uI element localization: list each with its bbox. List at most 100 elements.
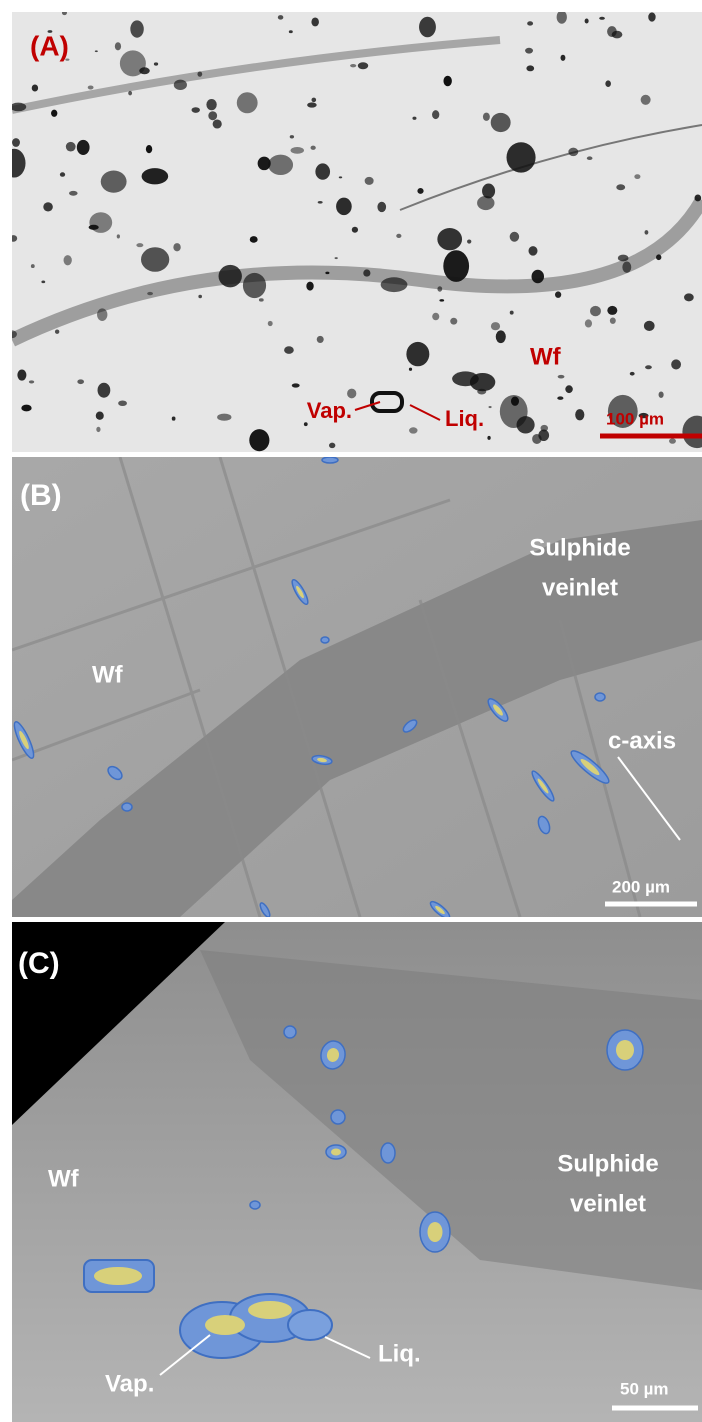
inclusion: [450, 318, 457, 325]
annotation: veinlet: [570, 1190, 646, 1217]
inclusion: [417, 188, 423, 194]
inclusion: [656, 254, 661, 260]
inclusion: [98, 383, 111, 398]
inclusion: [311, 98, 316, 103]
inclusion: [96, 427, 100, 432]
inclusion: [154, 62, 158, 65]
inclusion: [510, 311, 514, 315]
inclusion: [467, 240, 471, 244]
inclusion: [101, 171, 127, 193]
inclusion: [365, 177, 374, 185]
annotation: Vap.: [307, 398, 352, 423]
inclusion: [136, 243, 143, 247]
inclusion: [695, 194, 702, 201]
inclusion: [120, 50, 146, 76]
inclusion: [612, 31, 623, 39]
scale-bar-label: 200 µm: [612, 877, 670, 896]
inclusion: [645, 230, 649, 234]
inclusion: [118, 401, 127, 407]
inclusion: [278, 15, 284, 20]
inclusion: [17, 369, 26, 380]
inclusion: [585, 319, 592, 327]
inclusion: [128, 91, 132, 95]
inclusion: [358, 62, 368, 69]
inclusion: [321, 637, 329, 643]
vapour: [428, 1222, 443, 1242]
inclusion: [482, 184, 495, 199]
inclusion: [331, 1110, 345, 1124]
vapour: [331, 1149, 341, 1156]
inclusion: [381, 277, 408, 292]
inclusion: [527, 21, 533, 25]
inclusion: [437, 286, 442, 292]
inclusion: [237, 92, 258, 113]
inclusion: [141, 247, 169, 272]
vapour: [94, 1267, 142, 1285]
inclusion: [437, 228, 462, 250]
inclusion: [268, 155, 293, 175]
inclusion: [55, 329, 59, 333]
inclusion: [555, 291, 561, 298]
figure: (A) Wf Vap. Liq. 100 µm (B) Sulphide vei…: [0, 0, 702, 1422]
annotation: Wf: [48, 1165, 80, 1192]
annotation: Sulphide: [557, 1150, 658, 1177]
inclusion: [339, 176, 342, 178]
inclusion: [12, 138, 20, 147]
inclusion: [590, 306, 601, 316]
inclusion: [172, 416, 176, 420]
inclusion: [307, 102, 317, 107]
inclusion: [419, 17, 436, 38]
inclusion: [32, 84, 38, 91]
inclusion: [288, 1310, 332, 1340]
inclusion: [89, 212, 112, 233]
inclusion: [605, 80, 611, 87]
inclusion: [77, 140, 90, 155]
inclusion: [491, 113, 511, 132]
inclusion: [95, 50, 98, 52]
inclusion: [249, 429, 269, 451]
annotation: veinlet: [542, 574, 618, 601]
panel-a-background: [12, 12, 702, 452]
inclusion: [645, 365, 652, 369]
inclusion: [648, 12, 655, 21]
inclusion: [173, 243, 180, 251]
inclusion: [487, 436, 490, 440]
inclusion: [311, 17, 319, 26]
inclusion: [122, 803, 132, 811]
inclusion: [21, 405, 31, 412]
inclusion: [557, 396, 563, 400]
inclusion: [41, 281, 45, 284]
inclusion: [250, 1201, 260, 1209]
panel-a: (A) Wf Vap. Liq. 100 µm: [3, 10, 702, 452]
inclusion: [477, 389, 486, 395]
inclusion: [198, 295, 202, 298]
inclusion: [669, 438, 676, 443]
inclusion: [77, 379, 84, 384]
panel-b: (B) Sulphide veinlet Wf c-axis 200 µm: [11, 457, 702, 921]
inclusion: [311, 146, 316, 150]
inclusion: [115, 42, 121, 50]
inclusion: [66, 142, 76, 152]
inclusion: [284, 346, 294, 354]
annotation: Vap.: [105, 1370, 154, 1397]
annotation: Liq.: [445, 406, 484, 431]
inclusion: [51, 110, 57, 117]
inclusion: [587, 156, 593, 160]
inclusion: [558, 375, 565, 379]
inclusion: [219, 265, 242, 287]
inclusion: [599, 17, 605, 20]
inclusion: [622, 262, 631, 273]
inclusion: [31, 264, 35, 268]
inclusion: [60, 172, 65, 176]
inclusion: [630, 372, 635, 376]
inclusion: [243, 273, 266, 298]
inclusion: [284, 1026, 296, 1038]
inclusion: [146, 145, 152, 153]
inclusion: [206, 99, 216, 110]
inclusion: [684, 293, 694, 301]
inclusion: [336, 198, 352, 215]
inclusion: [432, 313, 439, 320]
inclusion: [443, 250, 469, 282]
inclusion: [142, 168, 169, 184]
inclusion: [10, 235, 17, 242]
